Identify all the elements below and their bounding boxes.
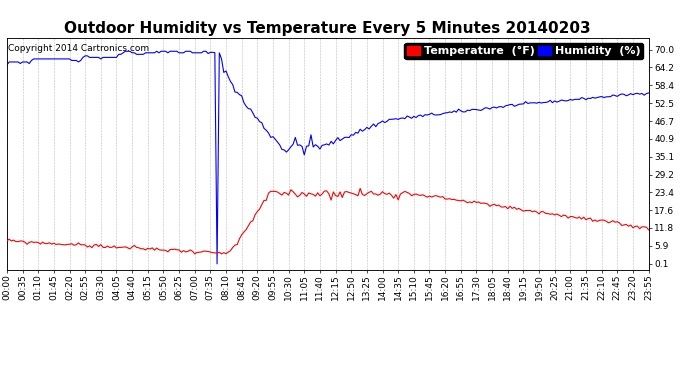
Legend: Temperature  (°F), Humidity  (%): Temperature (°F), Humidity (%)	[404, 43, 643, 59]
Title: Outdoor Humidity vs Temperature Every 5 Minutes 20140203: Outdoor Humidity vs Temperature Every 5 …	[64, 21, 591, 36]
Text: Copyright 2014 Cartronics.com: Copyright 2014 Cartronics.com	[8, 45, 148, 54]
